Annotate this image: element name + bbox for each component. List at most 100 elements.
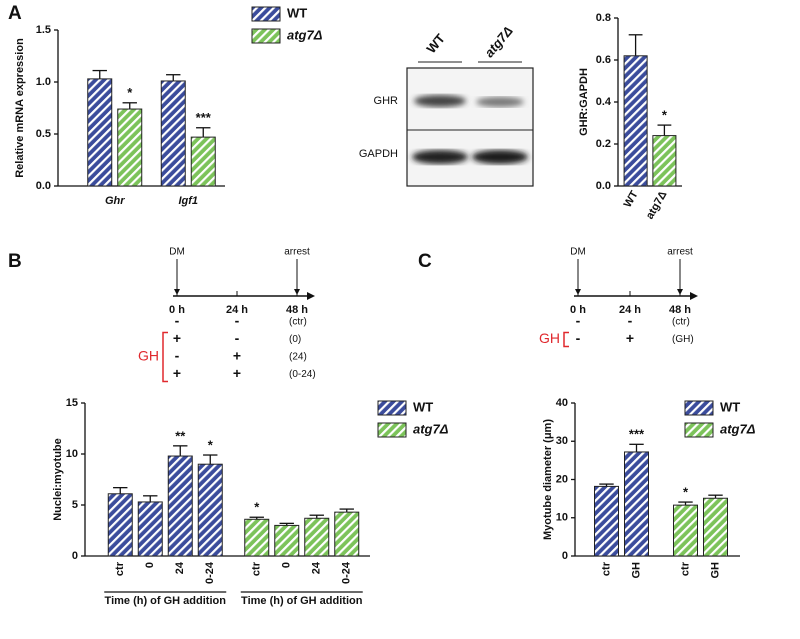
condition: - [628,313,633,329]
row-label: GHR [374,95,399,107]
x-tick-label: 24 [174,561,186,574]
x-tick-label: 0 [281,562,293,568]
condition: (0-24) [289,369,316,380]
time-label: 24 h [619,304,641,316]
y-tick-label: 40 [556,397,568,409]
bar [107,493,133,557]
y-axis-label: Nuclei:myotube [52,438,64,521]
bar [652,135,677,187]
bar [244,518,270,557]
y-tick-label: 0 [562,550,568,562]
blot: WT atg7Δ GHR GAPDH [359,23,534,187]
y-tick-label: 0.2 [596,138,611,150]
condition: (GH) [672,334,694,345]
x-tick-label: Ghr [105,195,125,207]
y-tick-label: 1.5 [36,24,51,36]
timeline-event: DM [169,247,185,258]
y-tick-label: 0.6 [596,54,611,66]
timeline-event: arrest [667,247,693,258]
x-tick-label: 24 [311,561,323,574]
condition: + [173,330,181,346]
legend-label: WT [720,399,740,414]
significance: * [208,437,214,452]
time-label: 0 h [169,304,185,316]
legend-label: atg7Δ [413,421,449,436]
x-tick-label: atg7Δ [644,189,670,222]
legend-swatch [684,400,714,416]
y-tick-label: 1.0 [36,76,51,88]
bar [304,517,330,557]
factor-label: GH [138,348,159,364]
y-tick-label: 30 [556,435,568,447]
legend-swatch [377,400,407,416]
condition: - [576,313,581,329]
condition: (0) [289,334,301,345]
panel-label: C [418,251,432,272]
legend-label: atg7Δ [720,421,756,436]
arrow-head [677,289,683,295]
group-label-box: Time (h) of GH addition [241,595,362,607]
arrow-head [690,292,698,300]
y-axis-label: GHR:GAPDH [578,68,590,136]
condition: (24) [289,352,307,363]
factor-label: GH [539,330,560,346]
legend-swatch [251,28,281,44]
bar [274,524,300,557]
x-tick-label: GH [709,562,721,579]
band [476,97,524,107]
condition: (ctr) [672,317,690,328]
x-tick-label: 0 [144,562,156,568]
legend-swatch [251,6,281,22]
x-tick-label: ctr [679,561,691,576]
legend-swatch [377,422,407,438]
y-tick-label: 15 [66,397,78,409]
arrow-head [174,289,180,295]
bar [137,501,163,557]
y-tick-label: 0.0 [36,180,51,192]
bar [190,136,216,187]
lane-label: WT [423,31,448,56]
legend-label: WT [287,5,307,20]
significance: * [683,485,689,500]
timeline-event: DM [570,247,586,258]
x-tick-label: ctr [251,561,263,576]
significance: ** [175,428,186,443]
significance: *** [196,110,212,125]
condition: + [233,348,241,364]
bar [197,463,223,557]
bar [334,511,360,557]
bar [167,455,193,557]
bar [160,80,186,187]
condition: - [576,330,581,346]
y-tick-label: 0.8 [596,12,611,24]
group-label: Time (h) of GH addition [104,595,226,607]
significance: * [254,500,260,515]
bar [623,55,648,187]
bar [673,504,698,557]
time-label: 0 h [570,304,586,316]
condition: + [173,365,181,381]
condition: - [235,313,240,329]
significance: * [127,85,133,100]
x-tick-label: WT [622,189,641,210]
bar [87,78,113,187]
band [412,150,468,164]
y-tick-label: 5 [72,499,78,511]
arrow-head [307,292,315,300]
condition: + [233,365,241,381]
band [414,95,466,107]
y-tick-label: 0.4 [596,96,612,108]
band [472,150,528,164]
row-label: GAPDH [359,148,398,160]
y-tick-label: 10 [556,512,568,524]
bar [594,485,619,557]
x-tick-label: Igf1 [178,195,198,207]
significance: * [662,108,668,123]
panel-label: A [8,3,22,24]
x-tick-label: 0-24 [341,561,353,584]
time-label: 48 h [286,304,308,316]
condition: - [235,330,240,346]
time-label: 48 h [669,304,691,316]
y-axis-label: Myotube diameter (μm) [542,419,554,540]
